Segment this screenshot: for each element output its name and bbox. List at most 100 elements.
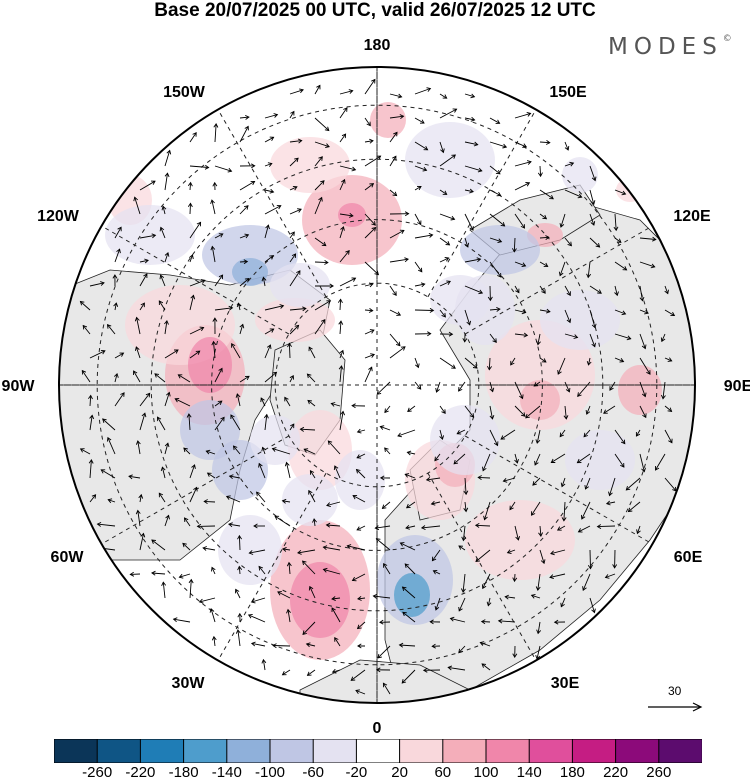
wind-vector: [287, 609, 291, 623]
wind-vector-head: [272, 371, 278, 377]
wind-vector-head: [371, 226, 377, 232]
wind-vector-head: [164, 251, 170, 257]
wind-vector: [264, 328, 274, 335]
wind-vector-head: [452, 108, 458, 113]
wind-vector-head: [129, 571, 135, 577]
wind-vector-head: [250, 180, 256, 186]
wind-vector: [514, 285, 520, 293]
wind-vector: [211, 567, 216, 575]
wind-vector: [614, 285, 618, 296]
wind-vector-head: [193, 486, 198, 492]
wind-vector: [182, 542, 191, 551]
wind-vector: [97, 523, 116, 527]
longitude-label: 180: [364, 37, 391, 54]
wind-vector: [514, 213, 525, 229]
wind-vector: [557, 525, 566, 531]
wind-vector: [251, 642, 266, 647]
wind-vector-head: [331, 668, 337, 674]
wind-vector: [331, 597, 341, 600]
wind-vector: [549, 573, 566, 578]
wind-vector: [639, 285, 643, 301]
wind-vector-head: [299, 88, 304, 94]
wind-vector: [314, 180, 325, 191]
wind-vector-head: [247, 613, 253, 619]
wind-vector: [389, 115, 404, 119]
wind-vector: [314, 261, 328, 264]
wind-vector: [135, 346, 141, 359]
wind-vector: [614, 357, 624, 363]
wind-vector-head: [151, 539, 156, 544]
wind-vector: [489, 333, 497, 343]
wind-vector: [439, 429, 443, 440]
wind-vector: [326, 501, 341, 506]
wind-vector-head: [228, 305, 234, 311]
wind-vector-head: [225, 495, 231, 500]
wind-vector-head: [329, 283, 334, 289]
wind-vector-head: [577, 193, 583, 199]
wind-vector: [331, 403, 341, 407]
wind-vector-head: [96, 545, 101, 551]
wind-vector: [475, 524, 491, 527]
wind-vector: [100, 469, 116, 479]
colorbar-swatch: [615, 739, 660, 763]
wind-vector: [339, 90, 353, 95]
wind-vector-head: [559, 223, 565, 228]
wind-vector: [314, 141, 330, 148]
reference-vector: 30: [648, 684, 703, 712]
wind-vector-head: [88, 459, 94, 464]
wind-vector: [137, 440, 141, 455]
wind-vector-head: [458, 386, 463, 392]
wind-vector: [389, 230, 405, 239]
wind-vector-head: [474, 523, 480, 528]
colorbar-tick-label: 140: [516, 764, 542, 781]
wind-vector: [639, 309, 649, 314]
wind-vector-head: [497, 618, 503, 624]
wind-vector-head: [406, 450, 412, 456]
wind-vector-head: [442, 94, 448, 99]
wind-vector-head: [397, 93, 403, 99]
wind-vector: [664, 285, 669, 294]
wind-vector-head: [603, 409, 608, 414]
wind-vector-head: [580, 514, 586, 520]
wind-vector-head: [343, 107, 348, 112]
wind-vector: [514, 573, 516, 582]
wind-vector: [239, 234, 249, 239]
wind-vector-head: [135, 440, 141, 445]
wind-vector-head: [550, 458, 556, 463]
wind-vector: [628, 501, 641, 512]
wind-vector-head: [427, 331, 432, 337]
wind-vector-head: [496, 191, 502, 197]
wind-vector-head: [189, 254, 194, 260]
wind-vector: [537, 621, 541, 634]
wind-vector-head: [165, 514, 170, 520]
wind-vector-head: [266, 344, 272, 350]
wind-vector: [214, 274, 223, 287]
wind-vector: [534, 453, 541, 466]
wind-vector: [414, 283, 425, 287]
wind-vector: [481, 621, 491, 623]
wind-vector-head: [448, 331, 454, 337]
wind-vector-head: [245, 114, 250, 120]
wind-vector-head: [164, 320, 169, 325]
wind-vector-head: [154, 373, 160, 378]
wind-vector-head: [357, 596, 362, 601]
wind-vector: [564, 309, 571, 323]
wind-vector-head: [174, 397, 180, 403]
wind-vector: [327, 440, 341, 455]
anomaly-patch: [430, 405, 500, 475]
wind-vector-head: [502, 143, 508, 149]
wind-vector: [560, 213, 566, 228]
wind-vector: [339, 226, 344, 239]
wind-vector: [464, 258, 481, 263]
anomaly-patch: [250, 415, 300, 465]
wind-vector-head: [243, 205, 249, 210]
wind-vector-head: [322, 545, 328, 551]
wind-vector-head: [150, 180, 156, 185]
wind-vector-head: [369, 138, 374, 144]
wind-vector: [89, 282, 105, 287]
wind-vector: [214, 165, 232, 172]
wind-vector-head: [396, 311, 402, 316]
wind-vector: [458, 545, 466, 551]
wind-vector: [439, 93, 447, 99]
wind-vector: [189, 203, 191, 215]
